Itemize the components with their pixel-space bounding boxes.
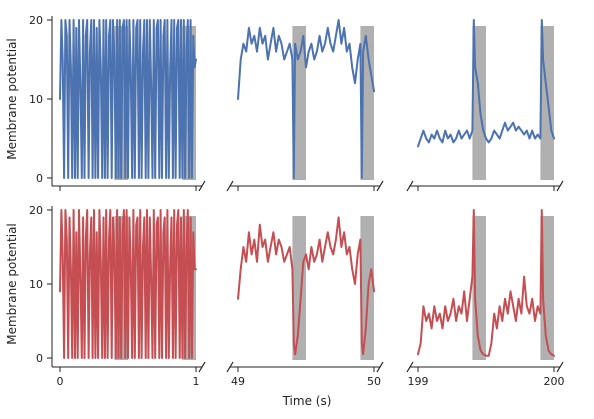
y-tick-label-r0-20: 20 [29, 14, 43, 27]
x-tick-label-c2-0: 199 [408, 375, 429, 388]
axis-break-r0-c1-right [376, 180, 384, 192]
axis-break-r0-c2-left [406, 180, 414, 192]
x-tick-label-c1-0: 49 [231, 375, 245, 388]
shade-r1-c2-1 [540, 216, 554, 360]
shade-r1-c1-0 [292, 216, 306, 360]
shade-r1-c2-0 [472, 216, 486, 360]
y-tick-label-r0-10: 10 [29, 93, 43, 106]
y-axis-label-1: Membrane potential [5, 223, 19, 345]
axis-break-r1-c1-right [376, 361, 384, 373]
series-line-r1-c1 [237, 216, 375, 356]
x-tick-label-c0-1: 1 [193, 375, 200, 388]
x-axis-label: Time (s) [282, 394, 332, 408]
axis-break-r1-c2-right [556, 361, 564, 373]
axis-break-r1-c0-right [198, 361, 206, 373]
y-tick-label-r1-0: 0 [36, 352, 43, 365]
y-axis-label-0: Membrane potential [5, 38, 19, 160]
y-tick-label-r0-0: 0 [36, 172, 43, 185]
series-line-r0-c1 [237, 19, 375, 179]
axis-break-r0-c1-left [226, 180, 234, 192]
x-tick-label-c1-1: 50 [367, 375, 381, 388]
y-tick-label-r1-20: 20 [29, 204, 43, 217]
series-line-r1-c2 [417, 209, 555, 357]
axis-break-r0-c2-right [556, 180, 564, 192]
series-line-r0-c2 [417, 19, 555, 148]
axis-break-r0-c0-right [198, 180, 206, 192]
series-line-r0-c0 [59, 19, 197, 179]
x-tick-label-c0-0: 0 [57, 375, 64, 388]
axis-break-r1-c2-left [406, 361, 414, 373]
series-line-r1-c0 [59, 209, 197, 359]
y-tick-label-r1-10: 10 [29, 278, 43, 291]
x-tick-label-c2-1: 200 [544, 375, 565, 388]
axis-break-r1-c1-left [226, 361, 234, 373]
shade-r1-c1-1 [360, 216, 374, 360]
